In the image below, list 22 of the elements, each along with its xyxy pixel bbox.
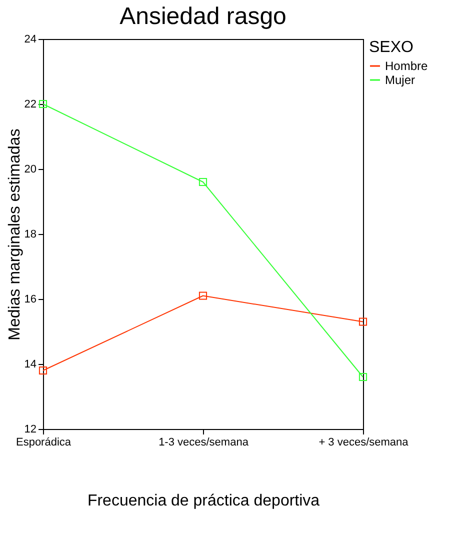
point — [38, 366, 48, 375]
y-tick-label: 24 — [24, 34, 36, 46]
y-axis-title: Medias marginales estimadas — [6, 128, 24, 340]
legend-label: Hombre — [385, 59, 428, 73]
y-tick-label: 20 — [24, 164, 36, 176]
x-tick-label: 1-3 veces/semana — [158, 436, 250, 448]
point — [198, 292, 208, 300]
legend-title: SEXO — [369, 39, 414, 56]
legend-label: Mujer — [385, 73, 416, 87]
y-tick-label: 14 — [24, 358, 36, 370]
x-axis-title: Frecuencia de práctica deportiva — [87, 492, 320, 510]
x-tick-label: Esporádica — [16, 436, 72, 448]
point — [358, 372, 368, 382]
y-tick-label: 12 — [24, 424, 36, 436]
x-tick-label: + 3 veces/semana — [318, 436, 410, 448]
y-tick-label: 18 — [24, 228, 36, 240]
point — [358, 318, 368, 326]
point — [38, 100, 48, 108]
chart-title: Ansiedad rasgo — [120, 3, 286, 30]
y-tick-label: 22 — [24, 98, 36, 110]
y-tick-label: 16 — [24, 294, 36, 306]
point — [198, 178, 208, 186]
